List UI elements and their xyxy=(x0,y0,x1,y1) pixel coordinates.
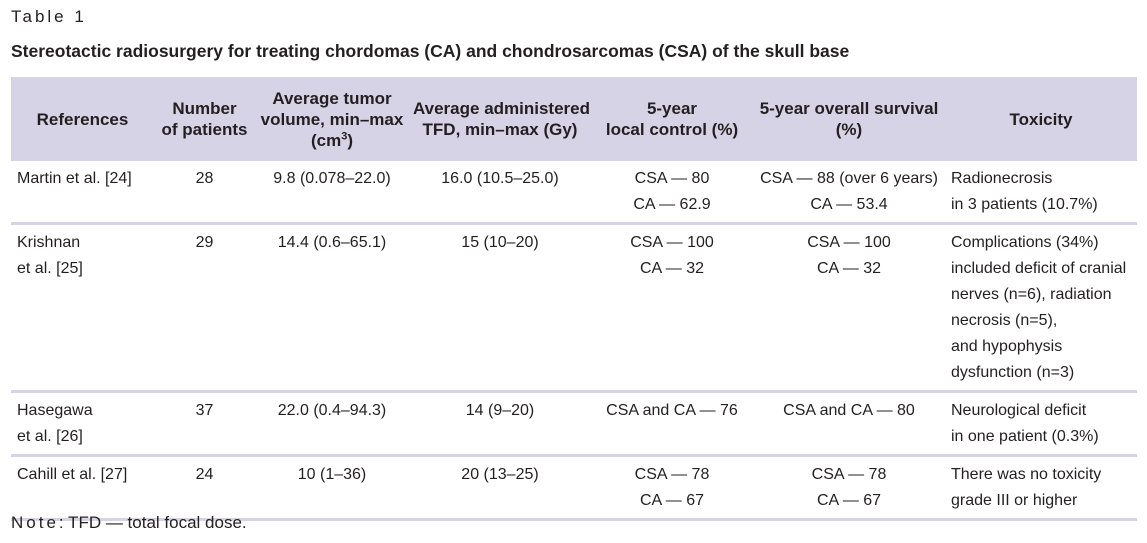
cell-patients: 24 xyxy=(154,454,255,521)
cell-reference: Cahill et al. [27] xyxy=(11,454,154,521)
cell-toxicity: Radionecrosis in 3 patients (10.7%) xyxy=(951,170,1098,213)
cell-tfd: 20 (13–25) xyxy=(409,454,591,521)
cell-survival: CSA — 100 CA — 32 xyxy=(753,222,945,392)
cell-patients: 28 xyxy=(195,170,214,187)
cell-volume: 22.0 (0.4–94.3) xyxy=(255,390,409,456)
cell-reference: Hasegawa et al. [26] xyxy=(11,390,154,456)
header-toxicity: Toxicity xyxy=(945,77,1137,161)
cell-survival: CSA — 78 CA — 67 xyxy=(753,454,945,521)
note-text: : TFD — total focal dose. xyxy=(58,513,247,532)
header-tumor-volume: Average tumor volume, min–max (cm3) xyxy=(255,77,409,161)
table-row: Hasegawa et al. [26] 37 22.0 (0.4–94.3) … xyxy=(11,390,1137,456)
cell-patients: 29 xyxy=(154,222,255,392)
cell-local-control: CSA — 100 CA — 32 xyxy=(591,222,753,392)
cell-volume: 10 (1–36) xyxy=(255,454,409,521)
header-overall-survival: 5-year overall survival (%) xyxy=(753,77,945,161)
cell-local-control: CSA — 80 CA — 62.9 xyxy=(633,170,711,213)
cell-reference: Martin et al. [24] xyxy=(17,170,132,187)
table-row: Martin et al. [24] 28 9.8 (0.078–22.0) 1… xyxy=(11,161,1137,224)
cell-reference: Krishnan et al. [25] xyxy=(11,222,154,392)
cell-tfd: 15 (10–20) xyxy=(409,222,591,392)
cell-patients: 37 xyxy=(154,390,255,456)
cell-local-control: CSA and CA — 76 xyxy=(591,390,753,456)
header-tfd: Average administered TFD, min–max (Gy) xyxy=(409,77,591,161)
cell-volume: 9.8 (0.078–22.0) xyxy=(273,170,391,187)
table-caption: Stereotactic radiosurgery for treating c… xyxy=(11,41,850,61)
cell-toxicity: There was no toxicity grade III or highe… xyxy=(945,454,1137,521)
cell-volume: 14.4 (0.6–65.1) xyxy=(255,222,409,392)
table-note: Note: TFD — total focal dose. xyxy=(11,513,247,533)
header-local-control: 5-year local control (%) xyxy=(591,77,753,161)
header-number-of-patients: Number of patients xyxy=(154,77,255,161)
data-table: References Number of patients Average tu… xyxy=(11,77,1137,521)
table-row: Krishnan et al. [25] 29 14.4 (0.6–65.1) … xyxy=(11,222,1137,392)
header-row: References Number of patients Average tu… xyxy=(11,77,1137,161)
cell-tfd: 16.0 (10.5–25.0) xyxy=(441,170,559,187)
cell-local-control: CSA — 78 CA — 67 xyxy=(591,454,753,521)
table-label: Table 1 xyxy=(11,7,87,26)
cell-toxicity: Complications (34%) included deficit of … xyxy=(945,222,1137,392)
cell-tfd: 14 (9–20) xyxy=(409,390,591,456)
table-row: Cahill et al. [27] 24 10 (1–36) 20 (13–2… xyxy=(11,454,1137,521)
cell-survival: CSA — 88 (over 6 years) CA — 53.4 xyxy=(760,170,938,213)
cell-toxicity: Neurological deficit in one patient (0.3… xyxy=(945,390,1137,456)
header-references: References xyxy=(11,77,154,161)
cell-survival: CSA and CA — 80 xyxy=(753,390,945,456)
note-label: Note xyxy=(11,513,59,532)
